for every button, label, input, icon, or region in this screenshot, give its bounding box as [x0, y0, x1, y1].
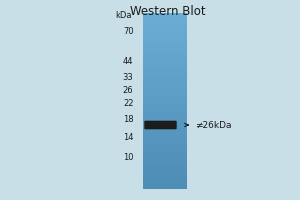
- Text: kDa: kDa: [116, 11, 132, 20]
- Text: 44: 44: [123, 56, 134, 66]
- Text: 18: 18: [123, 114, 134, 123]
- Text: 26: 26: [123, 86, 134, 95]
- Text: 10: 10: [123, 152, 134, 162]
- Text: ≠26kDa: ≠26kDa: [195, 120, 232, 130]
- Text: 33: 33: [123, 72, 134, 82]
- Text: 14: 14: [123, 132, 134, 142]
- Text: 22: 22: [123, 98, 134, 108]
- Text: 70: 70: [123, 26, 134, 36]
- FancyBboxPatch shape: [144, 121, 177, 129]
- Text: Western Blot: Western Blot: [130, 5, 206, 18]
